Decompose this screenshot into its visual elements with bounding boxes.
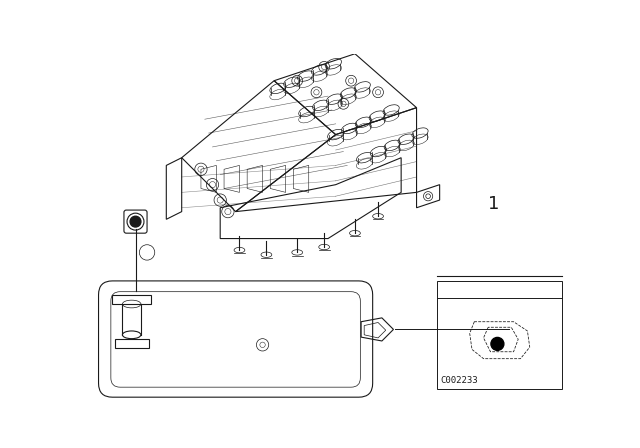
Circle shape <box>130 216 141 227</box>
Bar <box>437 281 562 389</box>
Text: 1: 1 <box>488 195 499 213</box>
Circle shape <box>491 337 504 350</box>
Text: C002233: C002233 <box>440 376 478 385</box>
